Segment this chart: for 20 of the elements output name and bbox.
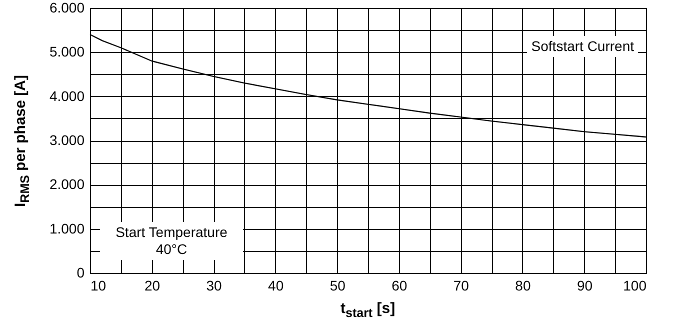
x-tick-label: 40 [268,278,284,294]
y-tick-label: 1.000 [49,220,85,236]
y-tick-label: 5.000 [49,44,85,60]
y-tick-label: 0 [76,264,85,280]
y-tick-label: 2.000 [49,176,85,192]
y-tick-label: 4.000 [49,88,85,104]
x-tick-label: 60 [392,278,408,294]
x-tick-label: 100 [623,278,647,294]
x-tick-label: 70 [453,278,470,294]
y-tick-label: 3.000 [49,132,85,148]
x-axis-title: t$_{start}$ [s] [340,300,396,320]
x-tick-label: 10 [90,278,106,294]
x-tick-label: 90 [576,278,593,294]
x-tick-label: 20 [144,278,160,294]
y-tick-label: 6.000 [49,0,85,16]
x-tick-label: 30 [206,278,222,294]
annotation: Softstart Current [527,36,638,57]
x-tick-label: 80 [515,278,531,294]
annotation: Start Temperature 40°C [100,222,243,260]
x-tick-label: 50 [330,278,346,294]
